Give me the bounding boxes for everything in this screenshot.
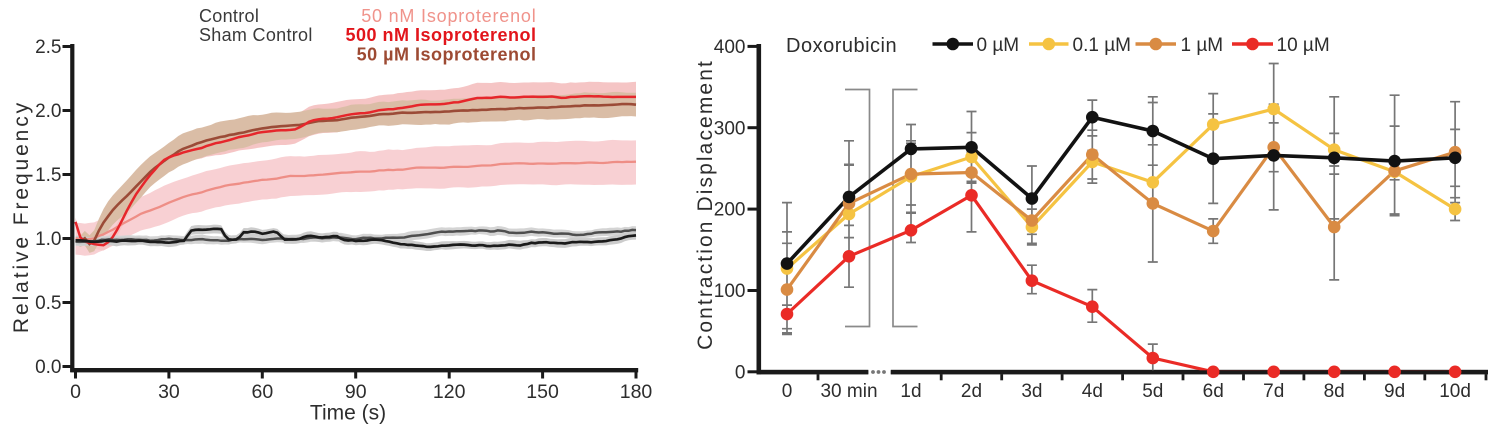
svg-text:3d: 3d <box>1021 381 1042 402</box>
svg-text:90: 90 <box>345 381 367 403</box>
svg-text:100: 100 <box>714 281 746 302</box>
svg-text:10 µM: 10 µM <box>1277 35 1330 56</box>
svg-text:1.0: 1.0 <box>35 229 61 250</box>
svg-text:180: 180 <box>620 381 653 403</box>
svg-text:30: 30 <box>158 381 180 403</box>
svg-text:2.0: 2.0 <box>35 101 61 122</box>
svg-text:0.1 µM: 0.1 µM <box>1073 35 1131 56</box>
svg-text:30 min: 30 min <box>820 381 877 402</box>
svg-text:120: 120 <box>433 381 466 403</box>
svg-text:50 nM Isoproterenol: 50 nM Isoproterenol <box>361 6 536 26</box>
svg-text:0.0: 0.0 <box>35 357 61 378</box>
svg-text:1 µM: 1 µM <box>1181 35 1224 56</box>
svg-text:Relative Frequency: Relative Frequency <box>10 100 33 333</box>
svg-text:0: 0 <box>782 381 793 402</box>
svg-text:200: 200 <box>714 200 746 221</box>
svg-text:0: 0 <box>70 381 81 403</box>
svg-text:0 µM: 0 µM <box>977 35 1020 56</box>
svg-text:10d: 10d <box>1439 381 1471 402</box>
svg-text:150: 150 <box>526 381 559 403</box>
svg-text:5d: 5d <box>1142 381 1163 402</box>
svg-text:Sham Control: Sham Control <box>199 25 313 45</box>
svg-text:300: 300 <box>714 118 746 139</box>
svg-text:0.5: 0.5 <box>35 293 61 314</box>
svg-text:50 µM Isoproterenol: 50 µM Isoproterenol <box>357 45 537 65</box>
svg-text:8d: 8d <box>1324 381 1345 402</box>
svg-text:1d: 1d <box>900 381 921 402</box>
svg-text:Doxorubicin: Doxorubicin <box>786 35 897 57</box>
svg-text:60: 60 <box>251 381 273 403</box>
svg-text:2d: 2d <box>961 381 982 402</box>
svg-text:6d: 6d <box>1203 381 1224 402</box>
svg-text:7d: 7d <box>1263 381 1284 402</box>
svg-text:Time (s): Time (s) <box>310 402 386 425</box>
svg-text:9d: 9d <box>1384 381 1405 402</box>
svg-text:2.5: 2.5 <box>35 37 61 58</box>
svg-text:Contraction Displacement: Contraction Displacement <box>694 59 717 350</box>
svg-text:500 nM Isoproterenol: 500 nM Isoproterenol <box>345 25 536 45</box>
svg-text:0: 0 <box>735 362 746 383</box>
svg-text:1.5: 1.5 <box>35 165 61 186</box>
svg-text:Control: Control <box>199 6 259 26</box>
svg-text:4d: 4d <box>1082 381 1103 402</box>
svg-text:400: 400 <box>714 37 746 58</box>
